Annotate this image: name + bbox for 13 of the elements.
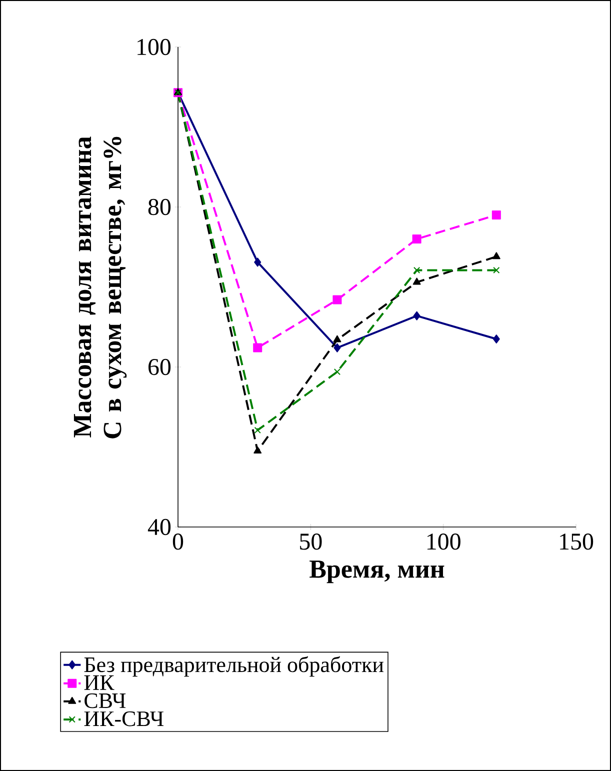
- x-tick-label: 0: [172, 534, 184, 550]
- legend-label: СВЧ: [84, 693, 126, 708]
- x-tick-label: 150: [560, 534, 594, 550]
- y-tick-label: 80: [148, 198, 171, 216]
- legend-label: ИК-СВЧ: [84, 711, 164, 726]
- x-axis-title: Время, мин: [310, 560, 444, 584]
- y-tick-label: 60: [148, 358, 171, 376]
- y-tick-label: 100: [138, 38, 171, 56]
- x-tick-label: 50: [300, 534, 322, 550]
- y-axis-title: Массовая доля витамина С в сухом веществе, мг%: [74, 136, 127, 438]
- y-tick-label: 40: [148, 518, 171, 536]
- legend-label: ИК: [84, 675, 114, 690]
- x-tick-label: 100: [427, 534, 460, 550]
